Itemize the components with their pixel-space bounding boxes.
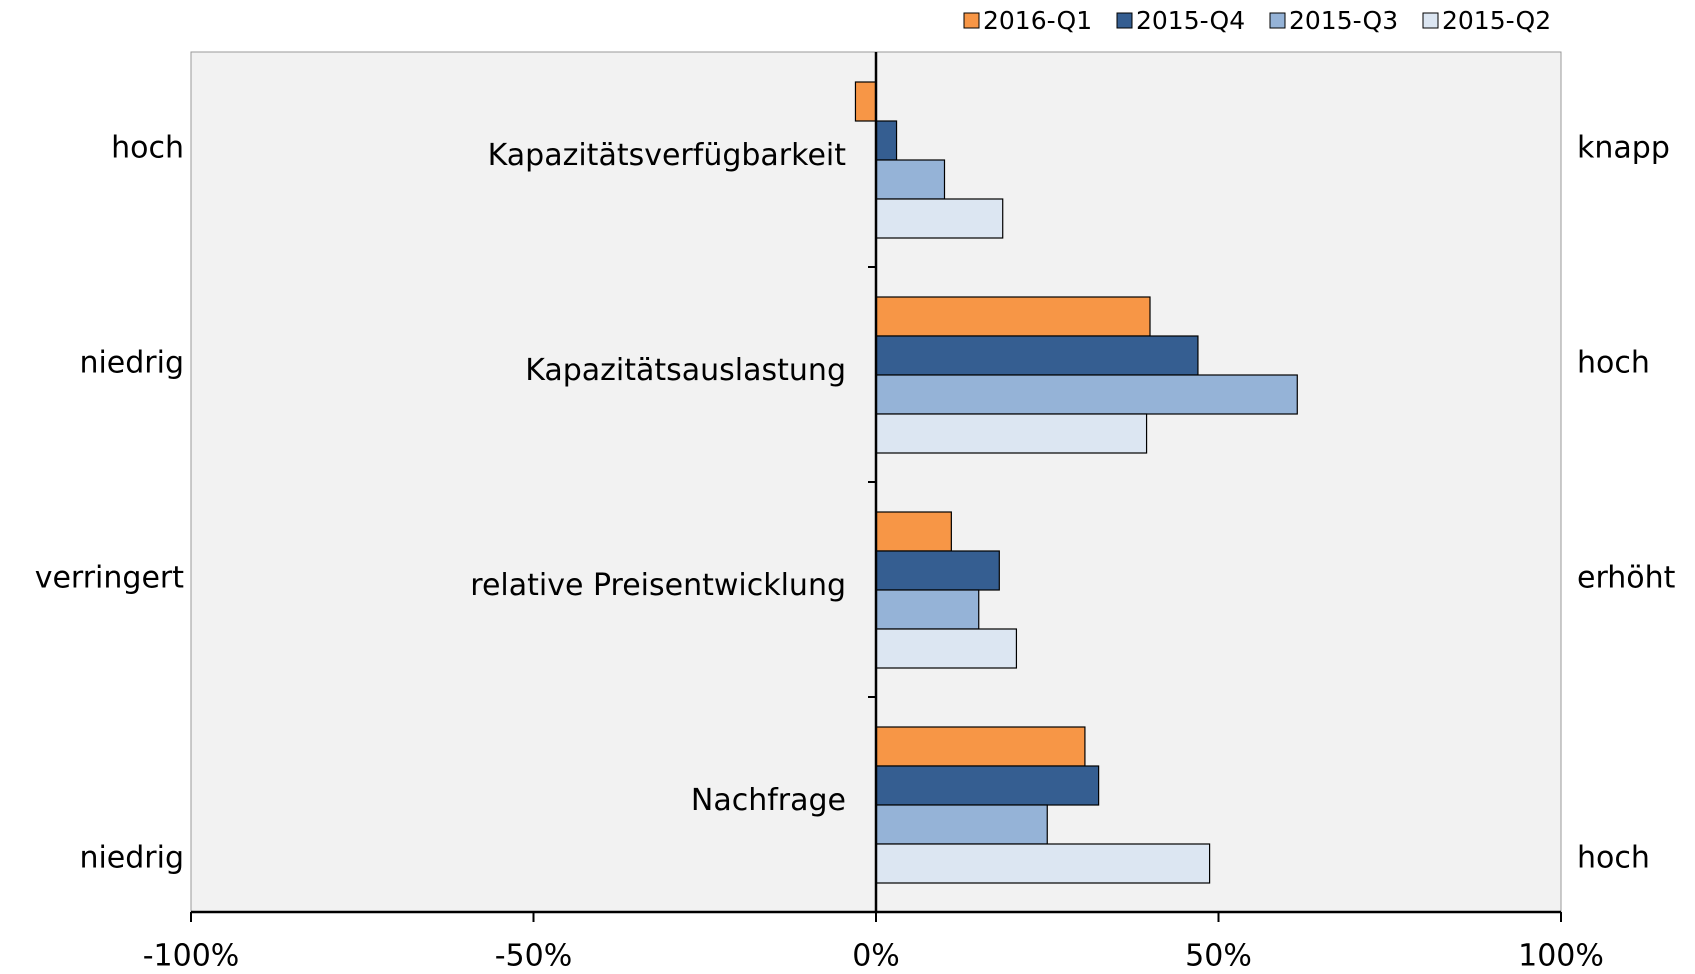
x-tick-label: 100% [1518,939,1604,974]
bar [875,628,1018,669]
legend-label: 2016-Q1 [983,6,1092,35]
right-label: knapp [1577,130,1670,165]
right-label: hoch [1577,840,1650,875]
bar [875,726,1086,767]
right-label: hoch [1577,345,1650,380]
left-label: niedrig [79,345,184,380]
legend-label: 2015-Q2 [1442,6,1551,35]
right-label: erhöht [1577,560,1676,595]
bar [875,374,1298,415]
bar [875,198,1004,239]
bar [875,511,952,552]
legend-swatch [963,12,980,29]
bar [875,765,1100,806]
bar [875,335,1199,376]
x-tick-label: 50% [1185,939,1252,974]
x-tick-label: -100% [143,939,240,974]
category-label: Kapazitätsverfügbarkeit [488,138,847,173]
bar [875,804,1048,845]
category-label: Kapazitätsauslastung [525,353,846,388]
bar [854,81,877,122]
bar [875,589,980,630]
category-label: Nachfrage [691,783,846,818]
left-label: verringert [35,560,185,595]
legend-swatch [1422,12,1439,29]
bar [875,413,1148,454]
bar [875,296,1151,337]
left-label: niedrig [79,840,184,875]
legend-label: 2015-Q4 [1136,6,1245,35]
category-label: relative Preisentwicklung [470,568,846,603]
x-tick-label: 0% [852,939,900,974]
bar [875,843,1211,884]
left-label: hoch [111,130,184,165]
bar [875,159,946,200]
legend-label: 2015-Q3 [1289,6,1398,35]
bar [875,550,1000,591]
x-tick-label: -50% [495,939,573,974]
bar [875,120,898,161]
legend-swatch [1116,12,1133,29]
legend-swatch [1269,12,1286,29]
